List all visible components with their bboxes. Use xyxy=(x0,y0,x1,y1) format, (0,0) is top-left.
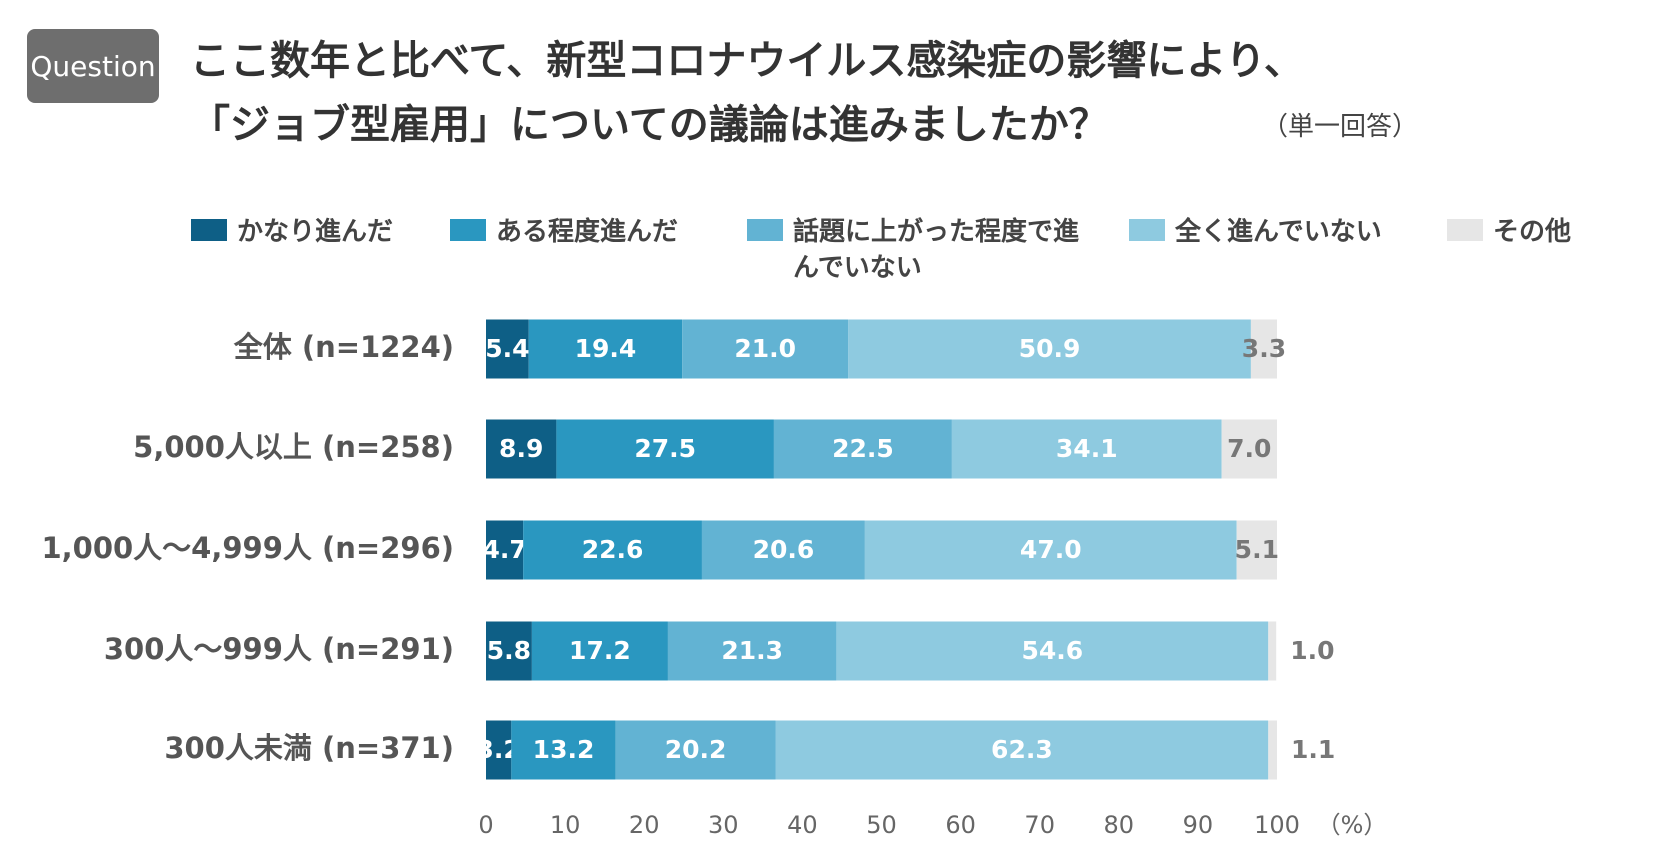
bar-segment xyxy=(511,720,616,780)
category-label: 全体 (n=1224) xyxy=(233,330,454,364)
bar-segment xyxy=(528,319,683,379)
value-label: 21.0 xyxy=(734,334,796,363)
value-label: 5.8 xyxy=(487,636,531,665)
x-axis-unit: （%） xyxy=(1317,811,1388,839)
value-label: 54.6 xyxy=(1022,636,1084,665)
value-label: 20.6 xyxy=(753,535,815,564)
bar-segment xyxy=(486,621,532,681)
bar-segment xyxy=(836,621,1269,681)
subtitle: （単一回答） xyxy=(1262,112,1419,142)
value-label: 22.5 xyxy=(832,434,894,463)
legend-label: かなり進んだ xyxy=(237,217,394,247)
legend-swatch xyxy=(450,219,486,241)
legend-item: その他 xyxy=(1447,214,1653,250)
value-label: 50.9 xyxy=(1019,334,1081,363)
x-tick-label: 10 xyxy=(550,811,581,839)
value-label: 34.1 xyxy=(1056,434,1118,463)
category-label: 300人未満 (n=371) xyxy=(164,731,454,765)
legend-label: 話題に上がった程度で進んでいない xyxy=(793,217,1080,283)
bar-segment xyxy=(773,419,952,479)
category-label: 300人～999人 (n=291) xyxy=(104,632,454,666)
value-label: 1.0 xyxy=(1290,636,1334,665)
value-label: 20.2 xyxy=(665,735,727,764)
legend-item: ある程度進んだ xyxy=(450,214,756,250)
legend-label: 全く進んでいない xyxy=(1175,217,1382,247)
bar-segment xyxy=(556,419,774,479)
value-label: 1.1 xyxy=(1291,735,1335,764)
legend-label: ある程度進んだ xyxy=(496,217,679,247)
value-label: 62.3 xyxy=(991,735,1053,764)
x-tick-label: 0 xyxy=(478,811,493,839)
legend-item: 全く進んでいない xyxy=(1129,214,1455,250)
title-line: ここ数年と比べて、新型コロナウイルス感染症の影響により、 xyxy=(190,38,1304,84)
bar-segment xyxy=(701,520,865,580)
legend-swatch xyxy=(1447,219,1483,241)
x-tick-label: 60 xyxy=(945,811,976,839)
bar-segment xyxy=(486,319,529,379)
x-tick-label: 90 xyxy=(1183,811,1214,839)
x-tick-label: 40 xyxy=(787,811,818,839)
bar-segment xyxy=(848,319,1251,379)
x-tick-label: 70 xyxy=(1024,811,1055,839)
value-label: 22.6 xyxy=(582,535,644,564)
question-badge: Question xyxy=(27,29,159,103)
value-label: 19.4 xyxy=(575,334,637,363)
bar-segment xyxy=(1268,720,1277,780)
legend-swatch xyxy=(191,219,227,241)
bar-segment xyxy=(864,520,1237,580)
bar-segment xyxy=(1236,520,1277,580)
value-label: 8.9 xyxy=(499,434,543,463)
x-tick-label: 50 xyxy=(866,811,897,839)
bar-segment xyxy=(486,720,512,780)
legend-swatch xyxy=(747,219,783,241)
category-label: 1,000人～4,999人 (n=296) xyxy=(41,531,454,565)
bar-segment xyxy=(1268,621,1277,681)
value-label: 4.7 xyxy=(482,535,526,564)
x-tick-label: 20 xyxy=(629,811,660,839)
value-label: 27.5 xyxy=(634,434,696,463)
x-tick-label: 30 xyxy=(708,811,739,839)
value-label: 13.2 xyxy=(533,735,595,764)
value-label: 47.0 xyxy=(1020,535,1082,564)
bar-segment xyxy=(1250,319,1277,379)
x-tick-label: 100 xyxy=(1254,811,1300,839)
value-label: 7.0 xyxy=(1227,434,1271,463)
bar-segment xyxy=(615,720,776,780)
bar-segment xyxy=(486,520,524,580)
bar-segment xyxy=(775,720,1269,780)
value-label: 17.2 xyxy=(569,636,631,665)
legend-item: かなり進んだ xyxy=(191,214,457,250)
legend-swatch xyxy=(1129,219,1165,241)
value-label: 3.3 xyxy=(1242,334,1286,363)
legend-label: その他 xyxy=(1493,217,1572,247)
value-label: 5.1 xyxy=(1235,535,1279,564)
bar-segment xyxy=(531,621,668,681)
x-tick-label: 80 xyxy=(1104,811,1135,839)
category-label: 5,000人以上 (n=258) xyxy=(133,430,454,464)
bar-segment xyxy=(486,419,557,479)
value-label: 21.3 xyxy=(721,636,783,665)
legend-item: 話題に上がった程度で進んでいない xyxy=(747,214,1093,286)
bar-segment xyxy=(682,319,849,379)
bar-segment xyxy=(1221,419,1277,479)
title-line: 「ジョブ型雇用」についての議論は進みましたか？ xyxy=(190,102,1109,148)
bar-segment xyxy=(951,419,1222,479)
value-label: 5.4 xyxy=(485,334,529,363)
bar-segment xyxy=(667,621,837,681)
bar-segment xyxy=(523,520,702,580)
